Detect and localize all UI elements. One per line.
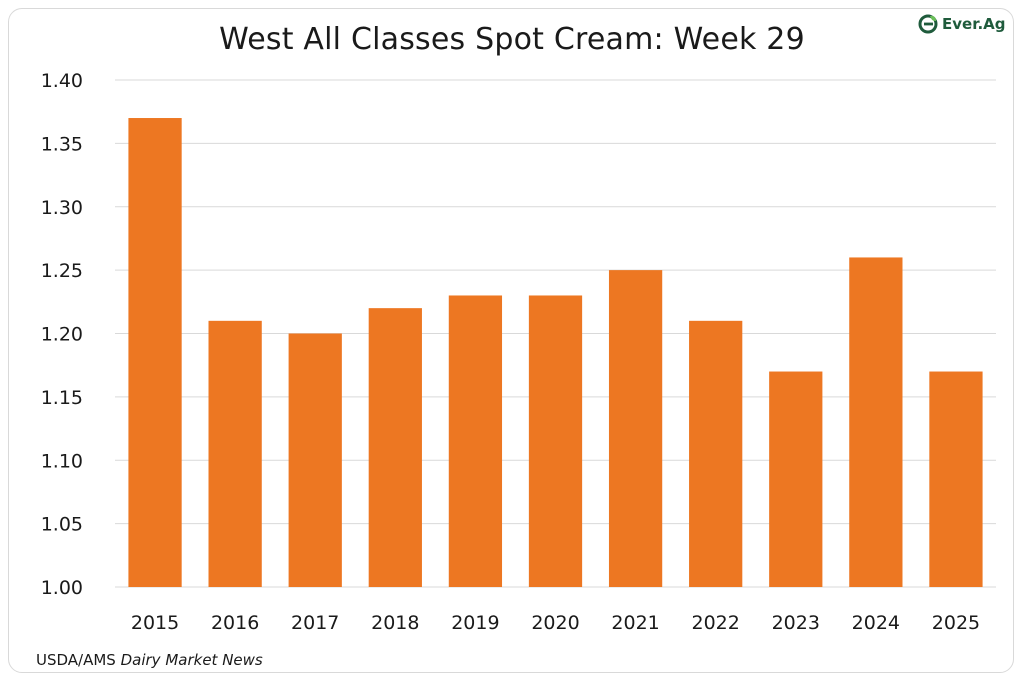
x-tick-label: 2019 bbox=[451, 612, 499, 634]
logo-text: Ever.Ag bbox=[942, 15, 1006, 33]
x-axis-tick-labels: 2015 2016 2017 2018 2019 2020 2021 2022 2023 2024… bbox=[131, 612, 980, 634]
x-tick-label: 2020 bbox=[531, 612, 579, 634]
y-axis-tick-labels: 1.00 1.05 1.10 1.15 1.20 1.25 1.30 1.35 1.40 bbox=[41, 70, 83, 599]
y-tick-label: 1.40 bbox=[41, 70, 83, 92]
y-tick-label: 1.00 bbox=[41, 577, 83, 599]
bar-2022 bbox=[689, 320, 743, 587]
bars bbox=[128, 118, 983, 588]
bar-2020 bbox=[528, 295, 583, 587]
bar-2016 bbox=[208, 320, 262, 587]
y-tick-label: 1.20 bbox=[41, 324, 83, 346]
ever-ag-logo: Ever.Ag bbox=[918, 14, 1006, 34]
y-tick-label: 1.10 bbox=[41, 450, 83, 472]
bar-2015 bbox=[128, 118, 182, 588]
x-tick-label: 2021 bbox=[611, 612, 659, 634]
source-prefix: USDA/AMS bbox=[36, 651, 121, 669]
leaf-e-logo-icon bbox=[918, 14, 938, 34]
bar-2025 bbox=[929, 371, 983, 587]
bar-2023 bbox=[769, 371, 823, 587]
x-tick-label: 2016 bbox=[211, 612, 259, 634]
source-note: USDA/AMS Dairy Market News bbox=[36, 651, 263, 669]
bar-2017 bbox=[288, 333, 342, 587]
y-tick-label: 1.30 bbox=[41, 197, 83, 219]
bar-2019 bbox=[448, 295, 503, 587]
x-tick-label: 2022 bbox=[692, 612, 740, 634]
bar-2021 bbox=[608, 270, 663, 587]
y-tick-label: 1.35 bbox=[41, 133, 83, 155]
y-tick-label: 1.15 bbox=[41, 387, 83, 409]
source-publication: Dairy Market News bbox=[120, 651, 263, 669]
x-tick-label: 2017 bbox=[291, 612, 339, 634]
y-tick-label: 1.25 bbox=[41, 260, 83, 282]
x-tick-label: 2024 bbox=[852, 612, 900, 634]
bar-2024 bbox=[849, 257, 903, 587]
x-tick-label: 2018 bbox=[371, 612, 419, 634]
x-tick-label: 2023 bbox=[772, 612, 820, 634]
y-tick-label: 1.05 bbox=[41, 514, 83, 536]
chart-title: West All Classes Spot Cream: Week 29 bbox=[219, 22, 805, 57]
x-tick-label: 2015 bbox=[131, 612, 179, 634]
x-tick-label: 2025 bbox=[932, 612, 980, 634]
bar-2018 bbox=[368, 308, 422, 587]
